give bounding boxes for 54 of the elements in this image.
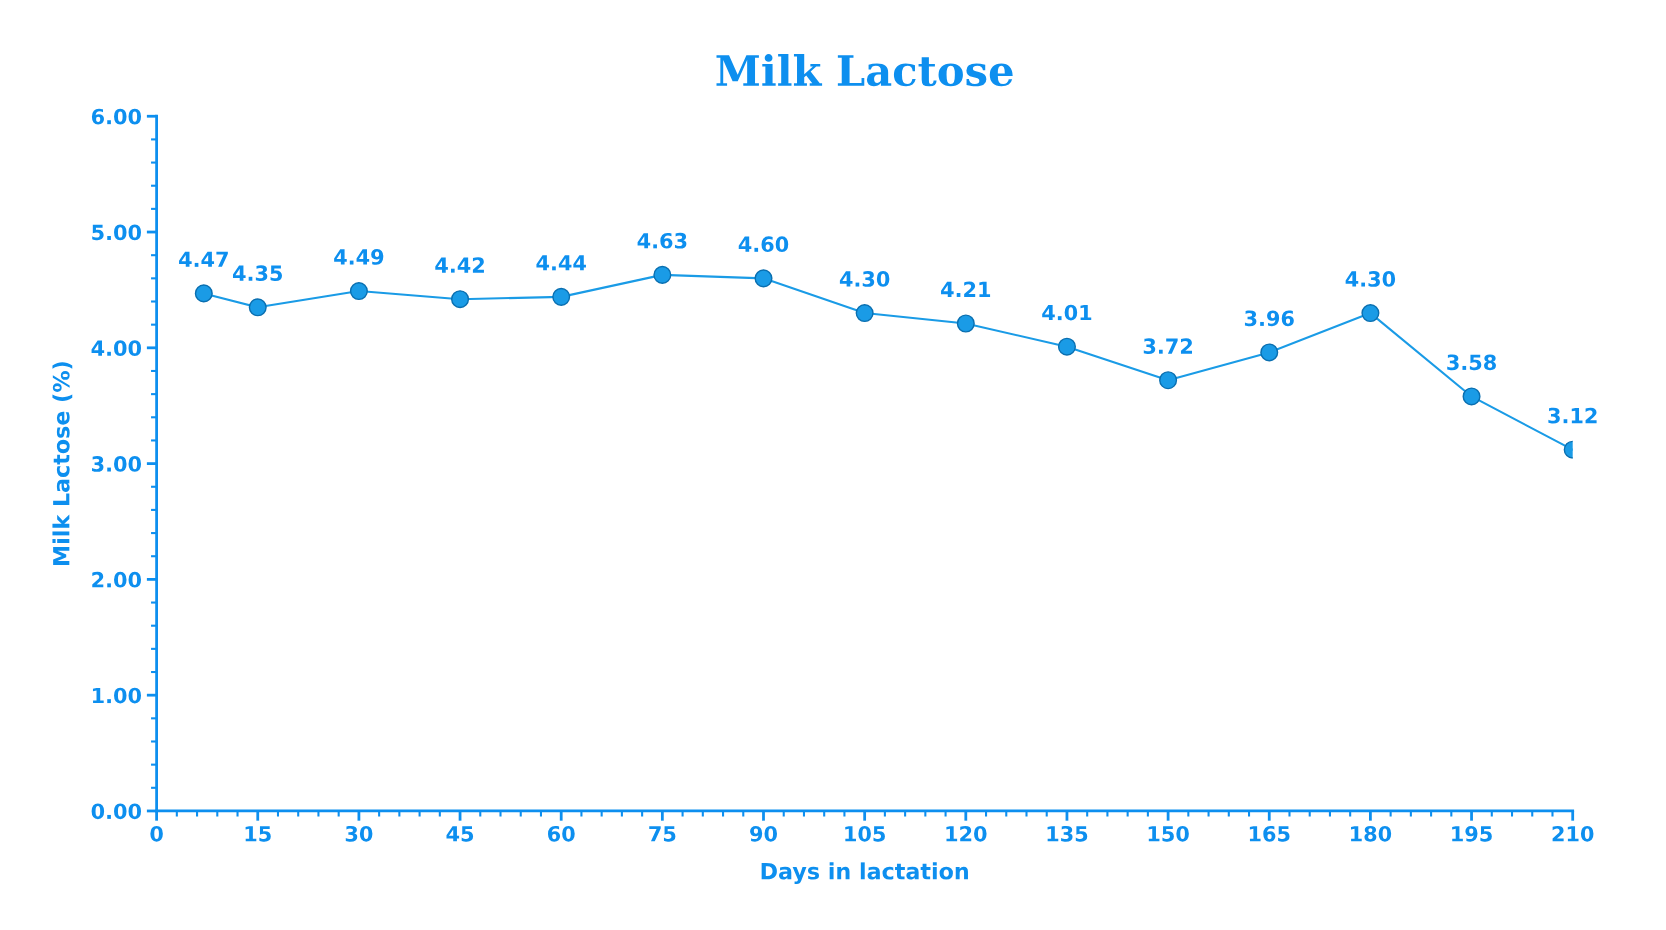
point: [1057, 337, 1076, 356]
data-label: 4.21: [941, 281, 991, 297]
data-label: 4.01: [1042, 304, 1092, 321]
point: [248, 298, 267, 317]
data-label: 4.60: [738, 236, 789, 253]
point: [1260, 343, 1279, 362]
point: [754, 269, 773, 288]
data-label: 3.96: [1244, 310, 1294, 327]
x-tick-label: 60: [548, 825, 575, 842]
point: [552, 287, 571, 306]
x-tick-label: 45: [446, 826, 474, 842]
y-tick-label: 6.00: [91, 108, 142, 125]
x-tick-label: 180: [1351, 825, 1392, 842]
data-label: 3.12: [1548, 407, 1597, 424]
chart-title: Milk Lactose: [716, 54, 1013, 87]
data-label: 4.63: [637, 232, 687, 249]
x-axis-title: Days in lactation: [761, 862, 968, 885]
data-label: 4.49: [334, 249, 384, 265]
data-label: 3.58: [1447, 354, 1496, 371]
y-tick-label: 1.00: [92, 687, 142, 704]
y-tick-label: 4.00: [91, 340, 142, 357]
point: [451, 290, 470, 309]
data-label: 4.30: [839, 271, 890, 287]
x-tick-label: 165: [1249, 825, 1290, 842]
x-tick-label: 195: [1452, 825, 1492, 842]
data-label: 4.47: [179, 251, 228, 267]
x-tick-label: 90: [750, 825, 777, 842]
point: [194, 284, 213, 303]
y-tick-label: 0.00: [91, 803, 142, 820]
point: [349, 282, 368, 301]
point: [1159, 371, 1178, 390]
data-label: 4.44: [536, 255, 586, 271]
x-tick-label: 30: [345, 825, 373, 842]
point: [956, 314, 975, 333]
point: [1361, 304, 1380, 323]
data-label: 3.72: [1143, 338, 1192, 354]
point: [653, 265, 672, 284]
y-tick-label: 2.00: [92, 571, 142, 588]
x-tick-label: 150: [1148, 825, 1189, 842]
point: [855, 304, 874, 323]
y-tick-label: 5.00: [92, 224, 142, 241]
point: [1462, 387, 1481, 406]
x-tick-label: 105: [845, 825, 885, 842]
x-tick-label: 135: [1047, 825, 1088, 842]
y-axis-title: Milk Lactose (%): [52, 362, 73, 565]
x-tick-label: 75: [649, 826, 676, 842]
x-tick-label: 120: [946, 825, 987, 842]
data-label: 4.42: [435, 257, 484, 273]
data-label: 4.35: [232, 265, 282, 282]
x-tick-label: 210: [1552, 825, 1594, 842]
y-tick-label: 3.00: [92, 456, 142, 472]
data-label: 4.30: [1345, 271, 1396, 287]
x-tick-label: 0: [150, 825, 163, 842]
x-tick-label: 15: [245, 826, 271, 842]
